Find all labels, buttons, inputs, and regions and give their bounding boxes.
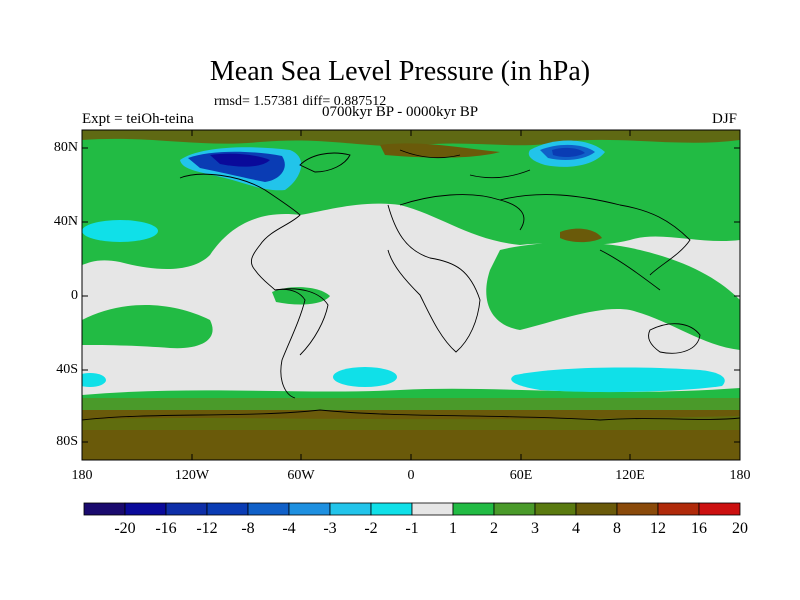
- colorbar-swatch: [575, 502, 618, 516]
- colorbar-label: 1: [449, 520, 457, 537]
- lon-tick-label: 120E: [615, 468, 645, 483]
- colorbar-swatch: [206, 502, 249, 516]
- lat-tick-label: 0: [71, 288, 78, 303]
- period-label: 0700kyr BP - 0000kyr BP: [322, 104, 479, 120]
- lat-tick-label: 80N: [53, 140, 78, 155]
- colorbar-swatch: [370, 502, 413, 516]
- colorbar-swatch: [124, 502, 167, 516]
- stats-label: rmsd= 1.57381 diff= 0.887512: [214, 94, 387, 109]
- lat-tick-label: 40N: [53, 214, 78, 229]
- colorbar-label: -20: [114, 520, 136, 537]
- lon-tick-label: 0: [407, 468, 415, 483]
- colorbar-label: 3: [531, 520, 539, 537]
- colorbar-swatch: [698, 502, 741, 516]
- lat-tick-label: 40S: [56, 362, 78, 377]
- colorbar-swatch: [493, 502, 536, 516]
- season-label: DJF: [712, 111, 738, 127]
- colorbar-label: 16: [691, 520, 707, 537]
- lon-tick-label: 180: [71, 468, 93, 483]
- colorbar-label: -8: [241, 520, 255, 537]
- colorbar-label: -2: [364, 520, 378, 537]
- colorbar-swatch: [411, 502, 454, 516]
- lon-tick-label: 60E: [509, 468, 533, 483]
- colorbar-swatch: [83, 502, 126, 516]
- colorbar-swatch: [616, 502, 659, 516]
- colorbar-swatch: [657, 502, 700, 516]
- map-title: Mean Sea Level Pressure (in hPa): [209, 56, 591, 87]
- lon-tick-label: 120W: [174, 468, 210, 483]
- colorbar-label: -1: [405, 520, 419, 537]
- colorbar-label: 12: [650, 520, 666, 537]
- colorbar-swatch: [165, 502, 208, 516]
- map-field: [82, 130, 740, 460]
- colorbar-label: -16: [155, 520, 177, 537]
- colorbar-label: 4: [572, 520, 580, 537]
- tick-marks: [82, 130, 740, 460]
- colorbar-swatch: [534, 502, 577, 516]
- colorbar-label: -4: [282, 520, 296, 537]
- lon-tick-label: 180: [729, 468, 751, 483]
- colorbar: [83, 502, 741, 516]
- colorbar-label: 2: [490, 520, 498, 537]
- colorbar-swatch: [329, 502, 372, 516]
- lon-tick-label: 60W: [287, 468, 315, 483]
- colorbar-swatch: [452, 502, 495, 516]
- coastlines: [82, 149, 740, 421]
- experiment-label: Expt = teiOh-teina: [82, 111, 194, 127]
- colorbar-label: 8: [613, 520, 621, 537]
- colorbar-label: -12: [196, 520, 218, 537]
- colorbar-swatch: [247, 502, 290, 516]
- colorbar-label: -3: [323, 520, 337, 537]
- lat-tick-label: 80S: [56, 434, 78, 449]
- colorbar-label: 20: [732, 520, 748, 537]
- colorbar-swatch: [288, 502, 331, 516]
